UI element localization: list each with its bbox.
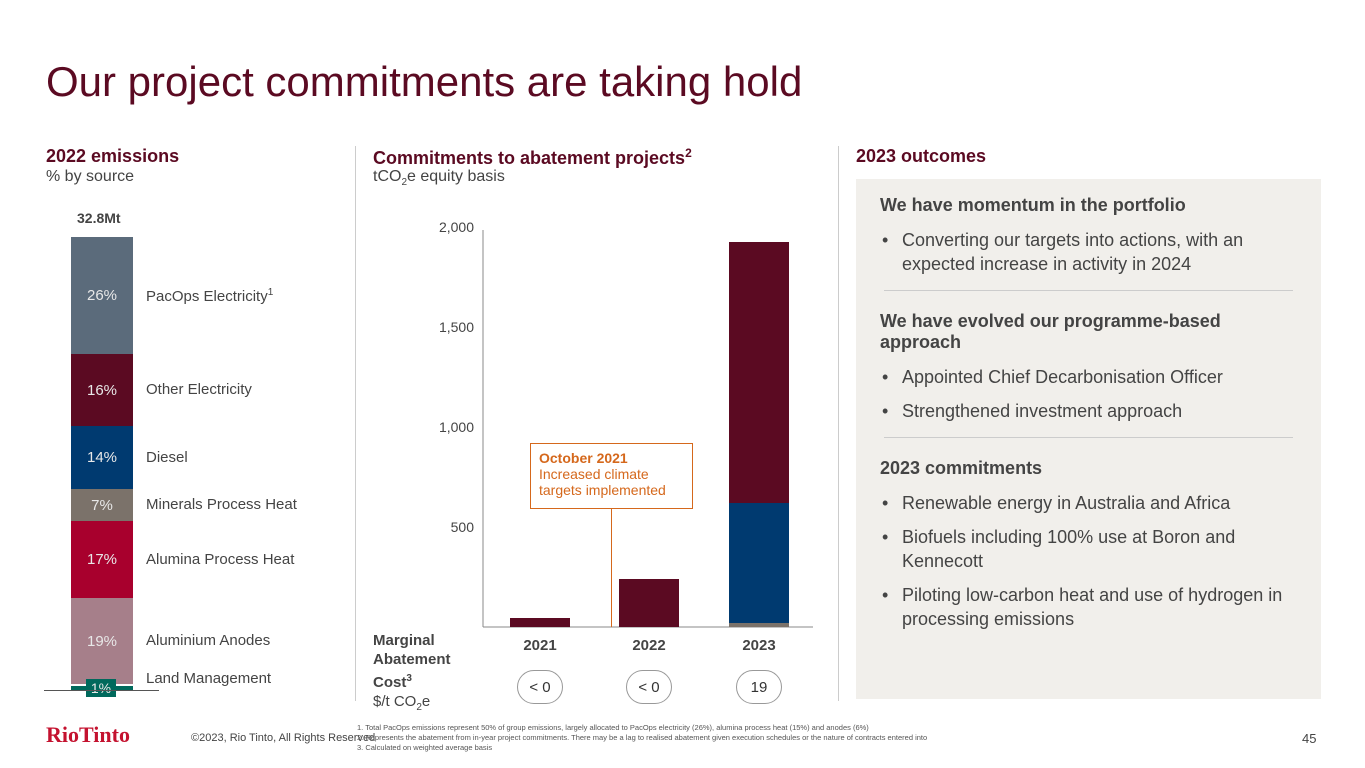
emissions-segment: 7% [71,489,133,521]
emissions-segment-label: Diesel [146,448,188,466]
baseline [44,690,159,691]
abatement-heading: Commitments to abatement projects2 [373,146,692,168]
copyright: ©2023, Rio Tinto, All Rights Reserved [191,732,376,744]
emissions-heading: 2022 emissions [46,146,180,166]
footnote: 1. Total PacOps emissions represent 50% … [357,723,869,732]
mac-label: Marginal Abatement Cost3 $/t CO2e [373,632,451,713]
emissions-segment-label: Land Management [146,670,272,687]
y-tick-label: 1,000 [439,419,474,435]
page-number: 45 [1302,731,1317,746]
emissions-segment-label: Other Electricity [146,381,252,398]
outcome-title: We have momentum in the portfolio [880,195,1186,215]
bar-maroon-2023 [729,242,789,503]
x-tick-label: 2022 [632,637,665,654]
outcome-bullet: Biofuels including 100% use at Boron and… [880,525,1297,573]
mac-value-2023: 19 [736,670,782,704]
bar-maroon-2021 [510,618,570,627]
divider [838,146,839,701]
outcome-bullet: Converting our targets into actions, wit… [880,228,1297,276]
total-emissions: 32.8Mt [77,210,121,226]
emissions-segment: 26% [71,237,133,354]
footnote: 3. Calculated on weighted average basis [357,743,493,752]
emissions-segment-label: Alumina Process Heat [146,550,295,568]
annotation-box: October 2021 Increased climate targets i… [530,443,693,509]
bar-maroon-2022 [619,579,679,627]
emissions-segment: 16% [71,354,133,426]
emissions-segment: 17% [71,521,133,598]
y-tick-label: 2,000 [439,219,474,235]
divider [884,437,1293,438]
bar-blue-2023 [729,503,789,623]
annotation-line [611,509,612,627]
annotation-title: October 2021 [539,450,628,466]
divider [355,146,356,701]
mac-value-2021: < 0 [517,670,563,704]
outcome-bullet: Piloting low-carbon heat and use of hydr… [880,583,1297,631]
x-tick-label: 2023 [742,637,775,654]
y-tick-label: 500 [451,519,475,535]
abatement-subheading: tCO2e equity basis [373,168,505,189]
mac-value-2022: < 0 [626,670,672,704]
rio-tinto-logo: RioTinto [46,722,130,747]
footnote: 2. Represents the abatement from in-year… [357,733,928,742]
divider [884,290,1293,291]
page-title: Our project commitments are taking hold [46,58,803,105]
outcome-title: We have evolved our programme-based appr… [880,311,1221,352]
y-tick-label: 1,500 [439,319,474,335]
emissions-segment-label: Aluminium Anodes [146,632,271,649]
annotation-text: targets implemented [539,482,666,498]
bar-grey-2023 [729,623,789,627]
emissions-segment-label: Minerals Process Heat [146,496,297,513]
x-tick-label: 2021 [523,637,556,654]
annotation-text: Increased climate [539,466,649,482]
outcome-bullet: Strengthened investment approach [880,399,1297,423]
emissions-subheading: % by source [46,168,135,185]
emissions-segment: 19% [71,598,133,684]
emissions-segment: 1% [86,679,116,697]
outcomes-panel: We have momentum in the portfolio Convert… [856,179,1321,699]
emissions-segment: 14% [71,426,133,489]
outcome-bullet: Appointed Chief Decarbonisation Officer [880,365,1297,389]
outcome-title: 2023 commitments [880,458,1043,478]
outcome-bullet: Renewable energy in Australia and Africa [880,491,1297,515]
outcomes-heading: 2023 outcomes [856,146,987,166]
emissions-segment-label: PacOps Electricity1 [146,286,274,305]
